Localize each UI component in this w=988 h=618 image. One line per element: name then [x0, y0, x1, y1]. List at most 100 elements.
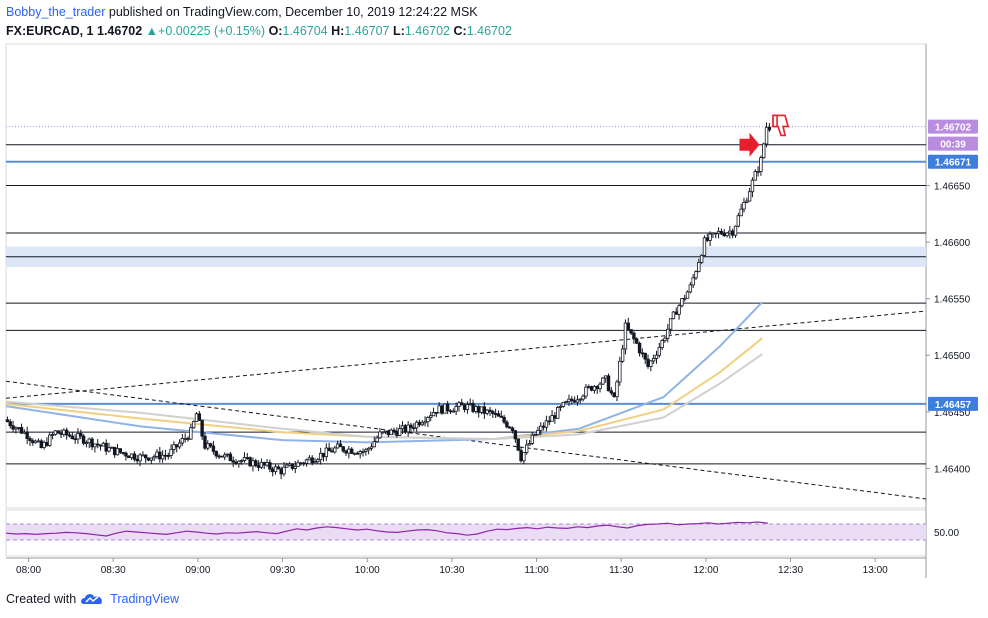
candle-body [536, 429, 540, 435]
publish-line: Bobby_the_trader published on TradingVie… [6, 3, 512, 22]
candle-body [14, 427, 18, 430]
candle-body [397, 428, 402, 436]
candle-body [716, 230, 721, 234]
candle-body [516, 438, 520, 451]
candle-body [691, 277, 695, 286]
candle-body [510, 427, 515, 432]
candle-body [598, 383, 602, 390]
moving-average-grey [5, 353, 763, 441]
candle-body [437, 405, 441, 414]
price-tag-last [928, 119, 978, 134]
candle-body [460, 402, 464, 406]
price-tag-level [928, 396, 978, 411]
candle-body [28, 438, 32, 441]
candle-body [618, 360, 622, 383]
candle-body [98, 444, 103, 447]
candle-body [564, 401, 568, 403]
candle-body [110, 446, 114, 449]
candle-body [79, 432, 83, 437]
candle-body [223, 454, 227, 458]
candle-body [680, 298, 684, 307]
candle-body [584, 386, 588, 397]
candle-body [550, 415, 554, 422]
candle-body [366, 447, 371, 451]
candle-body [225, 453, 230, 456]
created-with-text: Created with [6, 592, 77, 606]
candle-body [643, 352, 647, 360]
candle-body [206, 443, 210, 449]
candle-body [59, 432, 63, 435]
candle-body [443, 403, 447, 414]
candle-body [70, 435, 75, 440]
candle-body [254, 460, 258, 466]
time-axis-label: 09:00 [185, 565, 210, 576]
candle-body [350, 448, 354, 454]
candle-body [570, 398, 574, 402]
candle-body [214, 450, 218, 457]
candle-body [522, 452, 526, 462]
candle-body [355, 452, 360, 455]
candle-body [705, 237, 709, 241]
candle-body [333, 447, 337, 453]
tradingview-link[interactable]: TradingView [110, 592, 179, 606]
candle-body [56, 430, 60, 434]
candle-body [742, 202, 746, 210]
author-link[interactable]: Bobby_the_trader [6, 5, 106, 19]
candle-body [615, 381, 619, 398]
candle-body [245, 457, 249, 459]
candle-body [5, 419, 10, 423]
candle-body [141, 454, 145, 457]
candle-body [745, 200, 749, 203]
candle-body [756, 171, 760, 173]
candle-body [270, 468, 275, 473]
candle-body [719, 230, 724, 235]
time-axis-label: 08:30 [101, 565, 126, 576]
candle-body [369, 446, 374, 449]
chart-header: Bobby_the_trader published on TradingVie… [6, 3, 512, 41]
candle-body [620, 348, 625, 362]
candle-body [16, 427, 21, 429]
candle-body [702, 237, 707, 256]
candle-body [251, 460, 255, 467]
candle-body [197, 413, 202, 421]
candle-body [468, 403, 472, 405]
candle-body [646, 358, 650, 367]
candle-body [434, 412, 439, 414]
candle-body [237, 460, 241, 465]
candle-body [242, 457, 247, 461]
candle-body [217, 455, 221, 458]
candle-body [762, 143, 766, 159]
rsi-axis-label: 50.00 [934, 528, 959, 539]
candle-body [753, 171, 757, 181]
candle-body [556, 407, 560, 419]
candle-body [191, 421, 196, 429]
candle-body [299, 462, 303, 465]
price-tag-text: 1.46702 [935, 123, 972, 134]
candle-body [496, 413, 501, 417]
candle-body [603, 375, 608, 379]
candle-body [335, 443, 340, 449]
candle-body [42, 441, 46, 448]
candle-body [417, 421, 422, 426]
candle-body [632, 332, 636, 340]
candle-body [25, 431, 29, 439]
candle-body [420, 422, 424, 426]
candle-body [389, 429, 393, 436]
candle-body [654, 354, 659, 359]
candle-body [169, 448, 173, 456]
candle-body [87, 438, 91, 444]
candle-body [392, 429, 396, 433]
candle-body [262, 462, 266, 466]
candle-body [378, 431, 382, 439]
candle-body [764, 126, 769, 145]
footer: Created with TradingView [6, 592, 179, 606]
candle-body [268, 462, 272, 470]
candle-body [375, 437, 379, 442]
candle-body [22, 431, 27, 434]
candle-body [533, 434, 537, 436]
candle-body [160, 454, 165, 460]
price-axis-label: 1.46400 [934, 464, 971, 475]
candle-body [414, 421, 419, 429]
candle-body [104, 442, 108, 452]
